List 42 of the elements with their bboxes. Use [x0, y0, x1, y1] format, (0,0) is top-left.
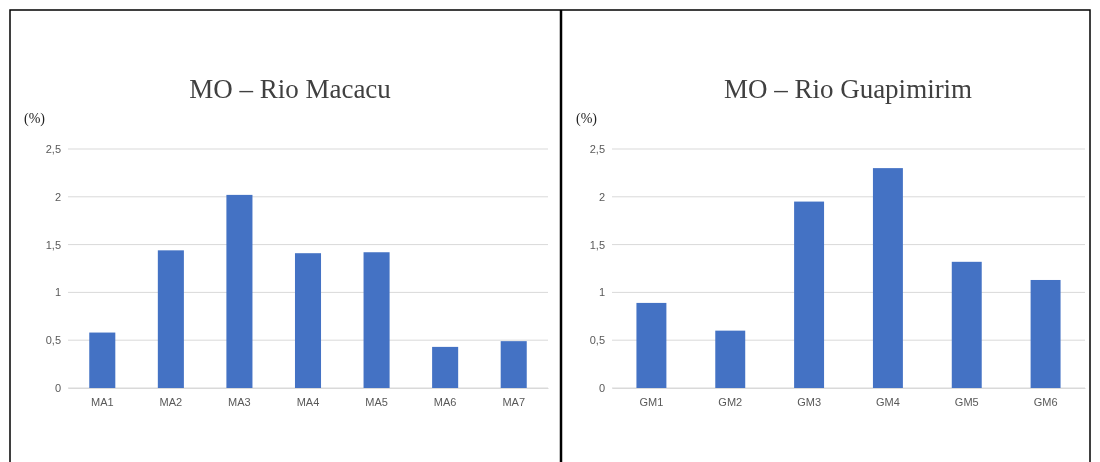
y-tick-label: 2,5	[45, 143, 61, 156]
bar	[951, 261, 982, 388]
x-tick-label: MA2	[159, 395, 183, 408]
y-tick-label: 1	[54, 286, 61, 299]
y-tick-label: 1,5	[589, 238, 605, 251]
x-tick-label: MA6	[433, 395, 457, 408]
y-tick-label: 1	[598, 286, 605, 299]
bar	[226, 194, 253, 388]
x-tick-label: MA4	[296, 395, 320, 408]
bar	[715, 330, 746, 388]
bar	[363, 252, 390, 388]
y-axis-title: (%)	[576, 111, 598, 127]
x-tick-label: GM5	[954, 395, 979, 408]
x-tick-label: GM1	[639, 395, 664, 408]
y-tick-label: 1,5	[45, 238, 61, 251]
bar	[794, 201, 825, 388]
x-tick-label: MA3	[228, 395, 251, 408]
chart-title: MO – Rio Macacu	[189, 74, 392, 104]
y-tick-label: 2	[54, 190, 61, 203]
bar	[1030, 279, 1061, 388]
bar	[500, 341, 527, 388]
y-axis-title: (%)	[24, 111, 46, 127]
y-tick-label: 0	[598, 382, 605, 395]
y-tick-label: 0	[54, 382, 61, 395]
x-tick-label: GM4	[875, 395, 900, 408]
bar	[294, 253, 322, 388]
bar	[636, 302, 667, 388]
x-tick-label: MA5	[365, 395, 388, 408]
y-tick-label: 0,5	[45, 334, 61, 347]
bar	[872, 168, 903, 388]
x-tick-label: GM6	[1033, 395, 1058, 408]
y-tick-label: 2,5	[589, 143, 605, 156]
x-tick-label: GM2	[718, 395, 743, 408]
x-tick-label: GM3	[797, 395, 822, 408]
chart-title: MO – Rio Guapimirim	[723, 74, 973, 104]
x-tick-label: MA1	[90, 395, 114, 408]
bar	[432, 346, 459, 388]
y-tick-label: 2	[598, 190, 605, 203]
bar	[89, 332, 116, 388]
y-tick-label: 0,5	[589, 334, 605, 347]
x-tick-label: MA7	[502, 395, 526, 408]
bar	[157, 250, 184, 388]
